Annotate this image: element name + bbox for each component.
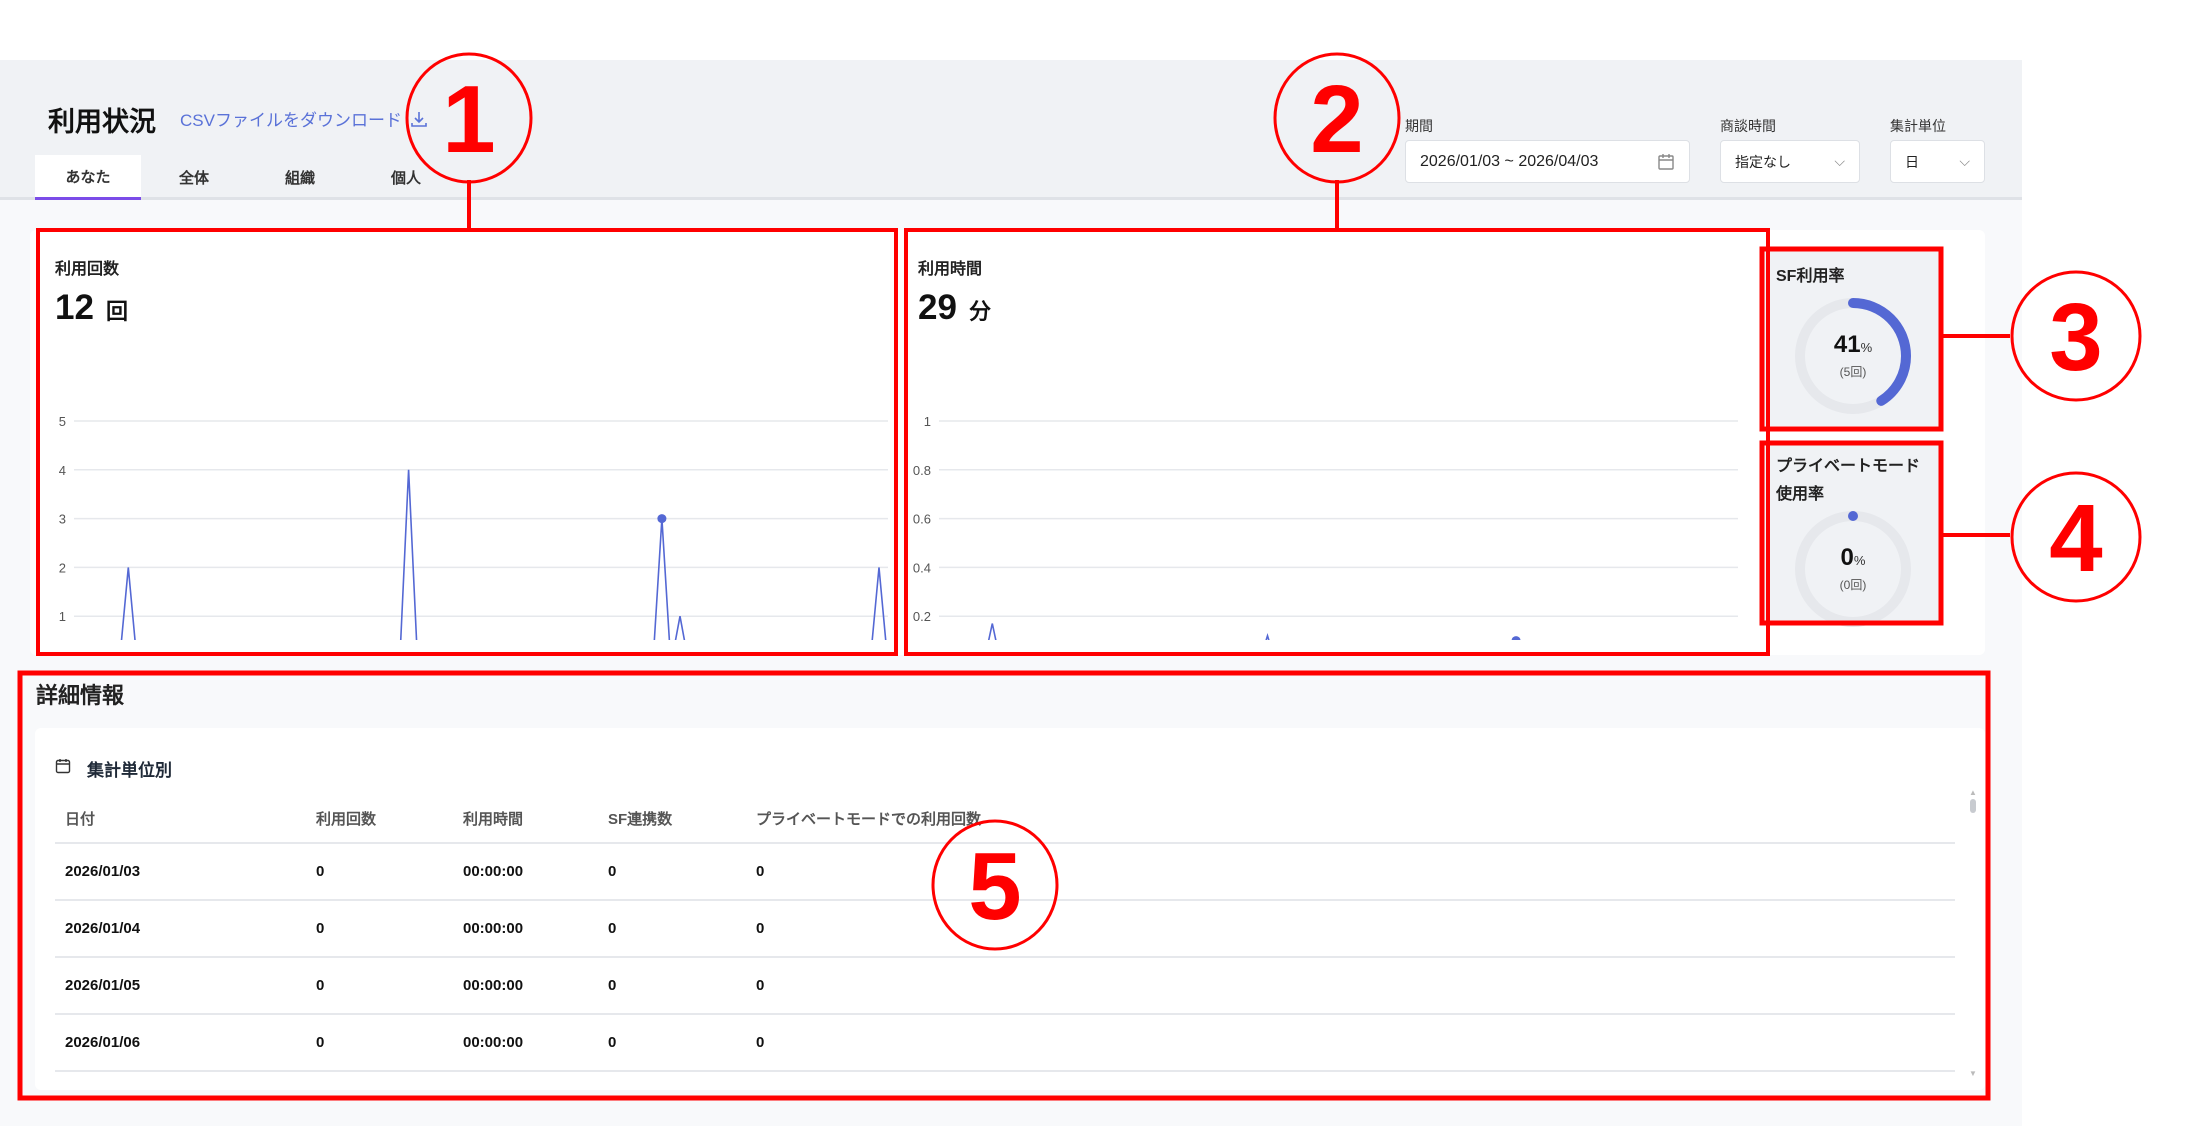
- series-line: [120, 469, 887, 640]
- period-date-range-input[interactable]: 2026/01/03 ~ 2026/04/03: [1405, 140, 1690, 183]
- meeting-time-label: 商談時間: [1720, 118, 1776, 134]
- page-header: 利用状況 CSVファイルをダウンロード あなた 全体 組織 個人 期間 2026…: [0, 60, 2022, 200]
- meeting-time-select[interactable]: 指定なし ⌵: [1720, 140, 1860, 183]
- sf-rate-count: (5回): [1839, 365, 1867, 379]
- table-cell: 0: [608, 977, 617, 994]
- sf-rate-card: SF利用率 41% (5回): [1764, 251, 1939, 426]
- table-cell: 2026/01/03: [65, 863, 141, 880]
- tab-organization[interactable]: 組織: [284, 170, 315, 187]
- tab-individual[interactable]: 個人: [390, 170, 421, 187]
- table-cell: 2026/01/05: [65, 977, 141, 994]
- tab-bar: あなた 全体 組織 個人: [35, 155, 459, 200]
- table-scrollbar[interactable]: ▲ ▼: [1969, 788, 1977, 1078]
- y-tick-label: 4: [59, 463, 66, 478]
- private-rate-arc-dot: [1848, 511, 1858, 521]
- y-tick-label: 0.6: [913, 512, 931, 527]
- private-rate-title-1: プライベートモード: [1776, 458, 1921, 475]
- column-header: 利用時間: [463, 811, 524, 828]
- usage-time-title: 利用時間: [918, 261, 983, 278]
- table-cell: 00:00:00: [463, 863, 524, 880]
- y-tick-label: 0.4: [913, 560, 931, 575]
- table-cell: 2026/01/06: [65, 1034, 141, 1051]
- unit-select[interactable]: 日 ⌵: [1890, 140, 1985, 183]
- y-tick-label: 1: [924, 414, 931, 429]
- tab-you[interactable]: あなた: [35, 155, 141, 200]
- download-icon: [411, 111, 427, 127]
- tab-all[interactable]: 全体: [178, 170, 209, 187]
- period-value: 2026/01/03 ~ 2026/04/03: [1420, 152, 1599, 170]
- usage-count-chart: 0123451/031/161/292/112/243/093/22: [59, 414, 888, 640]
- data-point: [1511, 636, 1521, 640]
- table-cell: 0: [316, 977, 325, 994]
- usage-time-value: 29 分: [918, 288, 991, 328]
- column-header: プライベートモードでの利用回数: [756, 811, 982, 828]
- column-header: 利用回数: [316, 811, 377, 828]
- private-rate-text: 0% (0回): [1793, 544, 1913, 593]
- percent-sign: %: [1860, 340, 1873, 355]
- table-cell: 0: [756, 920, 765, 937]
- calendar-icon: [55, 759, 71, 774]
- row-divider: [55, 956, 1955, 958]
- table-cell: 0: [608, 920, 617, 937]
- section-title: 集計単位別: [87, 761, 172, 780]
- table-cell: 00:00:00: [463, 920, 524, 937]
- unit-label: 集計単位: [1890, 118, 1946, 134]
- annotation-label-4: 4: [2049, 485, 2102, 592]
- usage-page: 利用状況 CSVファイルをダウンロード あなた 全体 組織 個人 期間 2026…: [0, 60, 2022, 1126]
- table-cell: 0: [756, 977, 765, 994]
- table-cell: 2026/01/04: [65, 920, 141, 937]
- table-cell: 0: [608, 1034, 617, 1051]
- chevron-down-icon: ⌵: [1834, 153, 1845, 169]
- table-cell: 00:00:00: [463, 977, 524, 994]
- usage-time-chart: 00.20.40.60.811/031/161/292/112/243/093/…: [913, 414, 1738, 640]
- row-divider: [55, 1013, 1955, 1015]
- csv-link-label: CSVファイルをダウンロード: [180, 111, 402, 130]
- table-cell: 0: [756, 863, 765, 880]
- y-tick-label: 5: [59, 414, 66, 429]
- page-title: 利用状況: [48, 107, 156, 137]
- series-line: [987, 623, 1517, 640]
- private-rate-title-2: 使用率: [1776, 486, 1825, 503]
- usage-time-unit: 分: [968, 299, 991, 324]
- unit-value: 日: [1905, 153, 1919, 170]
- percent-sign: %: [1853, 553, 1866, 568]
- usage-count-unit: 回: [105, 299, 128, 324]
- sf-rate-percent: 41: [1833, 331, 1861, 358]
- column-header: SF連携数: [608, 811, 673, 828]
- sf-rate-text: 41% (5回): [1793, 331, 1913, 380]
- calendar-icon: [1658, 153, 1674, 170]
- usage-count-value: 12 回: [55, 288, 128, 328]
- table-cell: 00:00:00: [463, 1034, 524, 1051]
- table-cell: 0: [316, 920, 325, 937]
- private-rate-title: プライベートモード 使用率: [1776, 455, 1920, 507]
- y-tick-label: 2: [59, 560, 66, 575]
- usage-count-title: 利用回数: [55, 261, 120, 278]
- csv-download-link[interactable]: CSVファイルをダウンロード: [180, 106, 428, 131]
- y-tick-label: 1: [59, 609, 66, 624]
- usage-time-number: 29: [918, 288, 957, 327]
- details-title: 詳細情報: [36, 683, 125, 708]
- private-rate-count: (0回): [1839, 578, 1867, 592]
- row-divider: [55, 1070, 1955, 1072]
- column-header: 日付: [65, 811, 96, 828]
- row-divider: [55, 842, 1955, 844]
- private-rate-percent: 0: [1840, 544, 1854, 571]
- table-cell: 0: [316, 1034, 325, 1051]
- y-tick-label: 0.2: [913, 609, 931, 624]
- chevron-down-icon: ⌵: [1959, 153, 1970, 169]
- period-label: 期間: [1405, 118, 1433, 134]
- table-cell: 0: [316, 863, 325, 880]
- table-cell: 0: [756, 1034, 765, 1051]
- meeting-time-value: 指定なし: [1735, 153, 1791, 170]
- annotation-label-3: 3: [2049, 284, 2102, 391]
- y-tick-label: 3: [59, 512, 66, 527]
- sf-rate-title: SF利用率: [1776, 268, 1845, 285]
- data-point: [657, 514, 667, 524]
- usage-count-number: 12: [55, 288, 94, 327]
- details-card: 集計単位別 ▲ ▼: [35, 728, 1985, 1090]
- private-rate-card: プライベートモード 使用率 0% (0回): [1764, 445, 1939, 627]
- row-divider: [55, 899, 1955, 901]
- table-cell: 0: [608, 863, 617, 880]
- y-tick-label: 0.8: [913, 463, 931, 478]
